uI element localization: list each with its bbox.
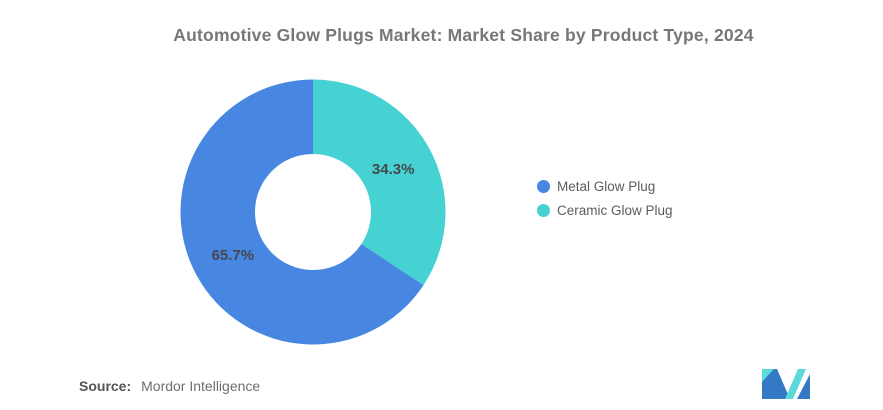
donut-chart: 34.3% 65.7% [180, 79, 446, 345]
logo-left-stroke [762, 369, 790, 399]
legend-label-ceramic-glow-plug: Ceramic Glow Plug [557, 203, 673, 218]
source-line: Source: Mordor Intelligence [79, 378, 260, 394]
legend-swatch-ceramic-glow-plug [537, 204, 550, 217]
legend-item-ceramic-glow-plug: Ceramic Glow Plug [537, 202, 673, 219]
slice-label-ceramic-glow-plug: 34.3% [372, 161, 415, 178]
legend-label-metal-glow-plug: Metal Glow Plug [557, 179, 656, 194]
logo-bottom-right-triangle [797, 374, 810, 399]
legend: Metal Glow Plug Ceramic Glow Plug [537, 178, 673, 226]
donut-slice-metal-glow-plug [180, 79, 424, 345]
legend-item-metal-glow-plug: Metal Glow Plug [537, 178, 673, 195]
logo-right-band [785, 369, 806, 399]
source-value: Mordor Intelligence [141, 378, 261, 394]
legend-swatch-metal-glow-plug [537, 180, 550, 193]
mordor-intelligence-logo [762, 369, 810, 399]
donut-slice-ceramic-glow-plug [313, 79, 446, 286]
source-label: Source: [79, 378, 132, 394]
slice-label-metal-glow-plug: 65.7% [212, 247, 255, 264]
logo-top-left-accent [762, 369, 774, 382]
chart-title: Automotive Glow Plugs Market: Market Sha… [173, 25, 754, 45]
